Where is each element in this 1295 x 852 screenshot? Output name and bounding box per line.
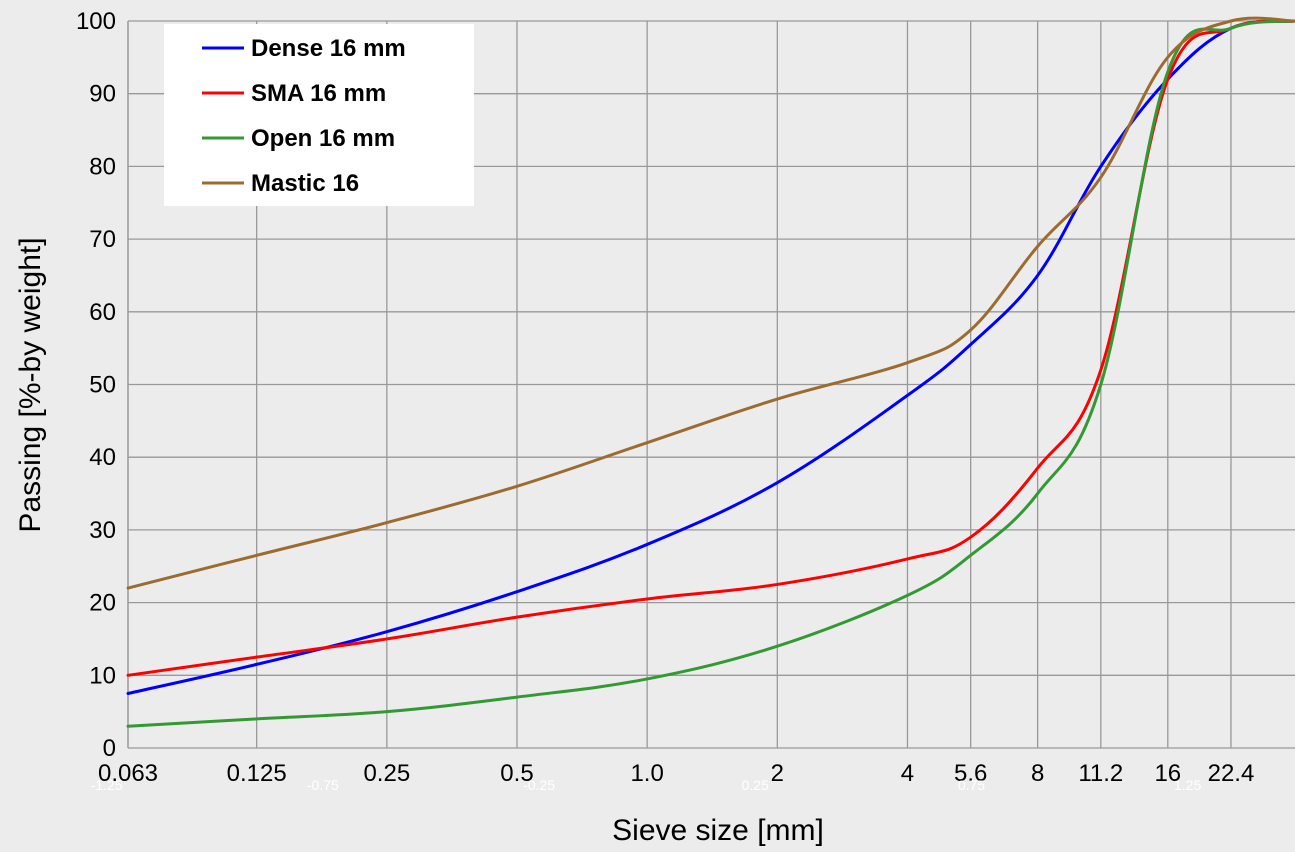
secondary-x-tick-labels: -1.25 -0.75 -0.25 0.25 0.75 1.25 xyxy=(91,777,1202,793)
series-line-1 xyxy=(126,19,1295,695)
secondary-x-tick-label: 1.25 xyxy=(1174,777,1201,793)
legend-label: SMA 16 mm xyxy=(251,80,386,107)
secondary-x-tick-label: 0.75 xyxy=(958,777,985,793)
secondary-x-tick-label: 0.25 xyxy=(742,777,769,793)
x-tick-label: 16 xyxy=(1154,760,1181,787)
secondary-x-tick-label: -1.25 xyxy=(91,777,123,793)
x-tick-labels: 0.063 0.125 0.25 0.5 1.0 2 4 5.6 8 11.2 16 22.4 xyxy=(98,760,1254,787)
x-tick-label: 4 xyxy=(901,760,914,787)
y-axis-title: Passing [%-by weight] xyxy=(14,237,47,532)
y-tick-label: 40 xyxy=(89,444,116,471)
y-tick-label: 10 xyxy=(89,662,116,689)
secondary-x-tick-label: -0.75 xyxy=(307,777,339,793)
x-tick-label: 0.25 xyxy=(363,760,410,787)
x-tick-label: 0.063 xyxy=(98,760,158,787)
y-tick-label: 50 xyxy=(89,372,116,399)
x-axis-title: Sieve size [mm] xyxy=(612,814,824,847)
legend: Dense 16 mm SMA 16 mm Open 16 mm Mastic 16 xyxy=(164,24,474,206)
series-line-4 xyxy=(126,16,1295,590)
y-tick-label: 30 xyxy=(89,517,116,544)
series-lines xyxy=(126,16,1295,728)
secondary-x-tick-label: -0.25 xyxy=(523,777,555,793)
y-tick-label: 100 xyxy=(76,8,116,35)
legend-label: Dense 16 mm xyxy=(251,35,406,62)
legend-box xyxy=(164,24,474,206)
legend-label: Mastic 16 xyxy=(251,170,359,197)
x-tick-label: 11.2 xyxy=(1078,760,1123,787)
x-tick-label: 22.4 xyxy=(1208,760,1255,787)
y-tick-labels: 0 10 20 30 40 50 60 70 80 90 100 xyxy=(76,8,116,762)
x-tick-label: 1.0 xyxy=(630,760,663,787)
y-tick-label: 90 xyxy=(89,81,116,108)
y-tick-label: 80 xyxy=(89,153,116,180)
legend-label: Open 16 mm xyxy=(251,125,395,152)
x-tick-label: 0.5 xyxy=(500,760,533,787)
y-tick-label: 20 xyxy=(89,590,116,617)
x-tick-label: 2 xyxy=(771,760,784,787)
x-tick-label: 0.125 xyxy=(227,760,287,787)
series-line-3 xyxy=(126,19,1295,728)
x-tick-label: 5.6 xyxy=(954,760,987,787)
y-tick-label: 60 xyxy=(89,299,116,326)
x-tick-label: 8 xyxy=(1031,760,1044,787)
y-tick-label: 70 xyxy=(89,226,116,253)
y-tick-label: 0 xyxy=(103,735,116,762)
